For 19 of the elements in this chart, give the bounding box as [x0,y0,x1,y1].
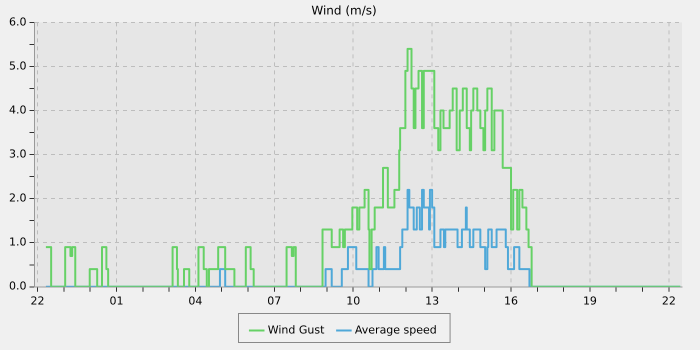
x-tick-label: 16 [504,294,518,308]
x-tick-label: 19 [582,294,597,308]
x-tick-label: 22 [662,294,676,308]
chart-title: Wind (m/s) [311,3,377,18]
y-tick-label: 0.0 [8,280,26,293]
y-tick-label: 4.0 [8,103,26,116]
legend-label: Average speed [354,323,437,336]
x-tick-label: 13 [425,294,440,308]
legend-label: Wind Gust [268,323,326,336]
y-tick-label: 3.0 [8,147,26,160]
x-tick-label: 07 [267,294,282,308]
y-tick-label: 5.0 [8,59,26,72]
x-tick-label: 01 [109,294,124,308]
x-tick-label: 22 [30,294,45,308]
y-tick-label: 6.0 [8,15,26,28]
x-tick-label: 10 [346,294,360,308]
x-tick-label: 04 [188,294,202,308]
y-tick-label: 1.0 [8,236,26,249]
y-tick-label: 2.0 [8,192,26,205]
